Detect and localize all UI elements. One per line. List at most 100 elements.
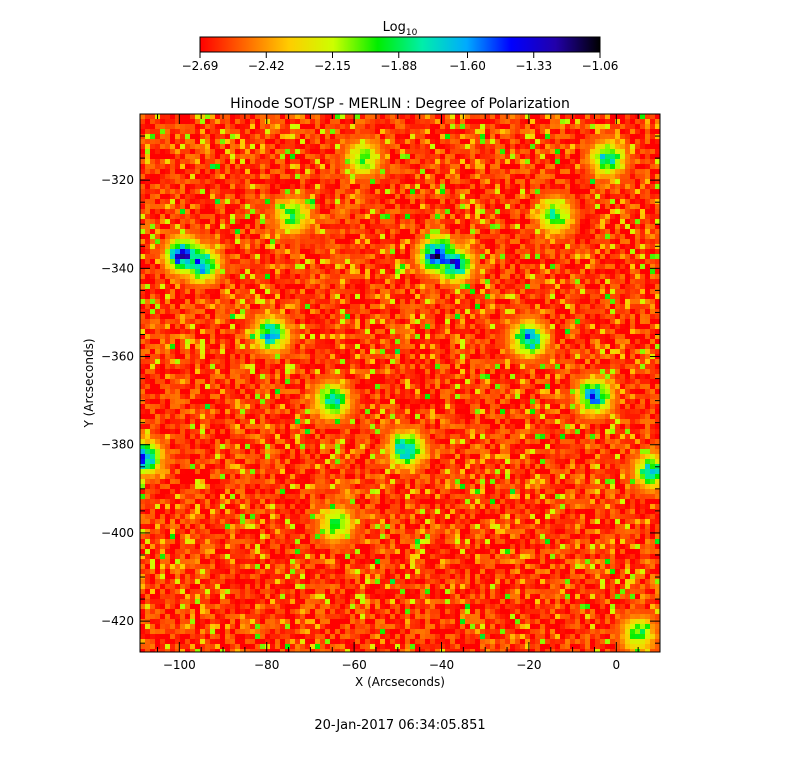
heatmap-cell bbox=[205, 119, 211, 125]
heatmap-cell bbox=[170, 164, 176, 170]
heatmap-cell bbox=[315, 224, 321, 230]
heatmap-cell bbox=[305, 234, 311, 240]
heatmap-cell bbox=[325, 234, 331, 240]
heatmap-cell bbox=[260, 229, 266, 235]
heatmap-cell bbox=[495, 264, 501, 270]
heatmap-cell bbox=[170, 144, 176, 150]
heatmap-cell bbox=[240, 199, 246, 205]
heatmap-cell bbox=[260, 319, 266, 325]
heatmap-cell bbox=[320, 139, 326, 145]
heatmap-cell bbox=[170, 154, 176, 160]
heatmap-cell bbox=[510, 289, 516, 295]
heatmap-cell bbox=[520, 154, 526, 160]
heatmap-cell bbox=[155, 199, 161, 205]
heatmap-cell bbox=[630, 159, 636, 165]
heatmap-cell bbox=[285, 334, 291, 340]
heatmap-cell bbox=[230, 264, 236, 270]
heatmap-cell bbox=[575, 159, 581, 165]
heatmap-cell bbox=[495, 189, 501, 195]
heatmap-cell bbox=[360, 164, 366, 170]
heatmap-cell bbox=[375, 324, 381, 330]
heatmap-cell bbox=[410, 249, 416, 255]
heatmap-cell bbox=[300, 249, 306, 255]
heatmap-cell bbox=[590, 154, 596, 160]
heatmap-cell bbox=[485, 279, 491, 285]
heatmap-cell bbox=[600, 164, 606, 170]
heatmap-cell bbox=[580, 314, 586, 320]
heatmap-cell bbox=[220, 319, 226, 325]
heatmap-cell bbox=[165, 219, 171, 225]
heatmap-cell bbox=[275, 149, 281, 155]
heatmap-cell bbox=[280, 249, 286, 255]
heatmap-cell bbox=[230, 204, 236, 210]
heatmap-cell bbox=[265, 229, 271, 235]
heatmap-cell bbox=[540, 234, 546, 240]
heatmap-cell bbox=[430, 329, 436, 335]
heatmap-cell bbox=[580, 224, 586, 230]
heatmap-cells bbox=[140, 114, 660, 652]
heatmap-cell bbox=[470, 119, 476, 125]
heatmap-cell bbox=[210, 279, 216, 285]
heatmap-cell bbox=[610, 144, 616, 150]
heatmap-cell bbox=[275, 159, 281, 165]
heatmap-cell bbox=[490, 319, 496, 325]
heatmap-cell bbox=[480, 194, 486, 200]
heatmap-cell bbox=[610, 314, 616, 320]
heatmap-cell bbox=[155, 229, 161, 235]
heatmap-cell bbox=[355, 179, 361, 185]
heatmap-cell bbox=[490, 324, 496, 330]
heatmap-cell bbox=[370, 199, 376, 205]
heatmap-cell bbox=[175, 314, 181, 320]
heatmap-cell bbox=[230, 234, 236, 240]
heatmap-cell bbox=[630, 134, 636, 140]
heatmap-cell bbox=[175, 244, 181, 250]
heatmap-cell bbox=[560, 189, 566, 195]
heatmap-cell bbox=[585, 304, 591, 310]
heatmap-cell bbox=[650, 299, 656, 305]
heatmap-cell bbox=[245, 164, 251, 170]
heatmap-cell bbox=[305, 224, 311, 230]
heatmap-cell bbox=[465, 284, 471, 290]
heatmap-cell bbox=[450, 239, 456, 245]
heatmap-cell bbox=[290, 249, 296, 255]
heatmap-cell bbox=[340, 274, 346, 280]
heatmap-cell bbox=[520, 259, 526, 265]
heatmap-cell bbox=[255, 144, 261, 150]
heatmap-cell bbox=[435, 194, 441, 200]
heatmap-cell bbox=[325, 189, 331, 195]
heatmap-cell bbox=[280, 169, 286, 175]
heatmap-cell bbox=[295, 324, 301, 330]
heatmap-cell bbox=[465, 329, 471, 335]
heatmap-cell bbox=[260, 234, 266, 240]
heatmap-cell bbox=[230, 334, 236, 340]
heatmap-cell bbox=[185, 239, 191, 245]
heatmap-cell bbox=[340, 349, 346, 355]
heatmap-cell bbox=[510, 229, 516, 235]
heatmap-cell bbox=[225, 119, 231, 125]
heatmap-cell bbox=[505, 119, 511, 125]
heatmap-cell bbox=[145, 224, 151, 230]
heatmap-cell bbox=[370, 139, 376, 145]
heatmap-cell bbox=[295, 234, 301, 240]
heatmap-cell bbox=[160, 209, 166, 215]
heatmap-cell bbox=[500, 279, 506, 285]
heatmap-cell bbox=[150, 344, 156, 350]
heatmap-cell bbox=[605, 299, 611, 305]
heatmap-cell bbox=[255, 339, 261, 345]
heatmap-cell bbox=[360, 244, 366, 250]
heatmap-cell bbox=[485, 274, 491, 280]
heatmap-cell bbox=[215, 119, 221, 125]
heatmap-cell bbox=[630, 264, 636, 270]
heatmap-cell bbox=[575, 304, 581, 310]
heatmap-cell bbox=[605, 274, 611, 280]
heatmap-cell bbox=[600, 299, 606, 305]
heatmap-cell bbox=[230, 244, 236, 250]
heatmap-cell bbox=[505, 344, 511, 350]
heatmap-cell bbox=[565, 249, 571, 255]
heatmap-cell bbox=[405, 129, 411, 135]
heatmap-cell bbox=[375, 259, 381, 265]
heatmap-cell bbox=[290, 314, 296, 320]
heatmap-cell bbox=[435, 299, 441, 305]
heatmap-cell bbox=[305, 134, 311, 140]
heatmap-cell bbox=[235, 229, 241, 235]
